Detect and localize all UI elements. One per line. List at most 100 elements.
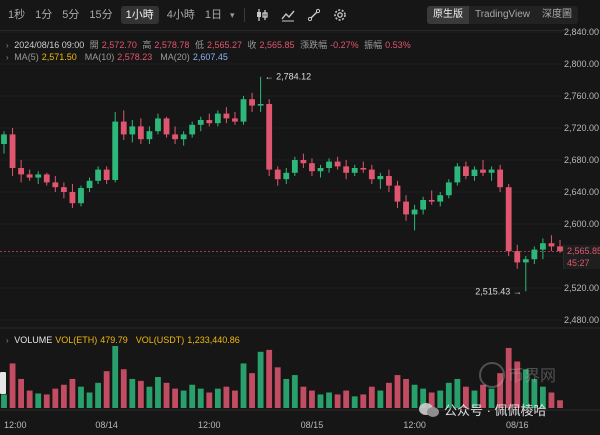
volume-bar (428, 392, 435, 408)
interval-0[interactable]: 1秒 (8, 9, 26, 21)
candle-body (95, 169, 102, 181)
ohlc-date: 2024/08/16 09:00 (14, 40, 85, 50)
change-value: -0.27% (330, 40, 359, 50)
candle-body (43, 174, 50, 183)
volume-bar (291, 375, 298, 408)
high-value: 2,578.78 (154, 40, 190, 50)
volume-bar (26, 390, 33, 408)
volume-bar (52, 388, 59, 408)
interval-4[interactable]: 1小時 (120, 6, 159, 24)
collapse-arrow-icon[interactable]: › (6, 336, 9, 345)
view-tab-0[interactable]: 原生版 (426, 6, 469, 24)
candle-body (1, 134, 7, 144)
interval-3[interactable]: 15分 (89, 9, 113, 21)
candle-body (18, 168, 25, 175)
candle-body (120, 121, 127, 135)
volume-bar (557, 400, 563, 408)
x-tick-3: 08/15 (301, 420, 324, 430)
collapse-arrow-icon[interactable]: › (6, 41, 9, 50)
svg-text:币界网: 币界网 (508, 366, 556, 385)
ma-legend: › MA(5) 2,571.50 MA(10) 2,578.23 MA(20) 2,607… (6, 52, 236, 62)
volume-bar (223, 386, 230, 408)
interval-6[interactable]: 1日 (204, 9, 222, 21)
volume-bar (266, 349, 273, 408)
volume-bar (420, 388, 427, 408)
interval-group: 1秒 1分 5分 15分 1小時 4小時 1日 ▾ (3, 0, 240, 30)
candle-body (548, 243, 555, 247)
interval-2[interactable]: 5分 (62, 9, 80, 21)
volume-bar (283, 378, 290, 408)
volume-legend: › VOLUME VOL(ETH) 479.79 VOL(USDT) 1,233,440… (6, 335, 248, 345)
candle-body (9, 134, 16, 168)
candle-body (351, 168, 358, 173)
ma-label-1: MA(10) (84, 52, 115, 62)
view-tab-2[interactable]: 深度圖 (542, 9, 572, 20)
interval-5[interactable]: 4小時 (166, 9, 195, 21)
volume-bar (317, 394, 324, 408)
candle-body (377, 176, 384, 180)
candle-countdown: 45:27 (567, 258, 590, 269)
volume-bar (488, 388, 495, 408)
candle-body (463, 166, 469, 176)
candle-body (334, 161, 341, 167)
candle-body (86, 180, 93, 188)
volume-bar (522, 369, 529, 408)
volume-bar (539, 386, 546, 408)
interval-1[interactable]: 1分 (35, 9, 53, 21)
y-tick-3: 2,720.00 (564, 123, 599, 133)
y-tick-2: 2,760.00 (564, 91, 599, 101)
y-tick-4: 2,680.00 (564, 155, 599, 165)
candle-body (317, 168, 324, 172)
candle-body (26, 174, 33, 178)
candle-body (386, 176, 392, 186)
volume-bar (69, 378, 76, 408)
annotation-low: 2,515.43 → (475, 287, 522, 297)
volume-bar (189, 384, 196, 408)
candle-body (257, 104, 264, 106)
volume-bar (360, 394, 367, 408)
volume-bar (386, 382, 392, 408)
candle-body (497, 169, 504, 188)
candle-body (505, 187, 512, 252)
candle-body (274, 169, 281, 180)
candle-body (428, 200, 435, 202)
volume-bar (437, 390, 444, 408)
volume-bar (35, 393, 42, 408)
candle-body (197, 120, 204, 125)
candle-body (266, 104, 273, 170)
change-label: 漲跌幅 (300, 40, 328, 50)
candle-body (69, 192, 76, 204)
drawing-tools-icon[interactable] (301, 0, 327, 30)
current-price-label: 2,565.85 45:27 (563, 245, 600, 270)
volume-bar (394, 375, 401, 408)
volume-bar (103, 371, 110, 408)
toolbar-divider (243, 8, 245, 22)
candle-body (420, 200, 427, 210)
volume-legend-label-1: VOL(ETH) (55, 335, 98, 345)
settings-icon[interactable] (327, 0, 353, 30)
annotation-high: ← 2,784.12 (265, 72, 312, 82)
candle-body (112, 121, 119, 180)
collapse-arrow-icon[interactable]: › (6, 53, 9, 62)
volume-bar (351, 396, 358, 408)
interval-dropdown-icon[interactable]: ▾ (230, 10, 235, 20)
candle-body (249, 99, 255, 106)
volume-bar (60, 384, 67, 408)
x-tick-0: 12:00 (4, 420, 27, 430)
y-tick-1: 2,800.00 (564, 59, 599, 69)
indicator-icon[interactable] (249, 0, 275, 30)
volume-bar (78, 386, 84, 408)
volume-bar (214, 388, 221, 408)
line-chart-icon[interactable] (275, 0, 301, 30)
amplitude-value: 0.53% (385, 40, 411, 50)
view-tab-1[interactable]: TradingView (474, 9, 530, 20)
site-watermark-logo: 币界网 (478, 360, 588, 390)
volume-bar (257, 351, 264, 408)
volume-bar (240, 363, 247, 408)
close-value: 2,565.85 (259, 40, 295, 50)
candle-body (343, 166, 350, 173)
candle-body (522, 259, 529, 263)
candle-body (445, 182, 452, 196)
y-tick-8: 2,520.00 (564, 283, 599, 293)
